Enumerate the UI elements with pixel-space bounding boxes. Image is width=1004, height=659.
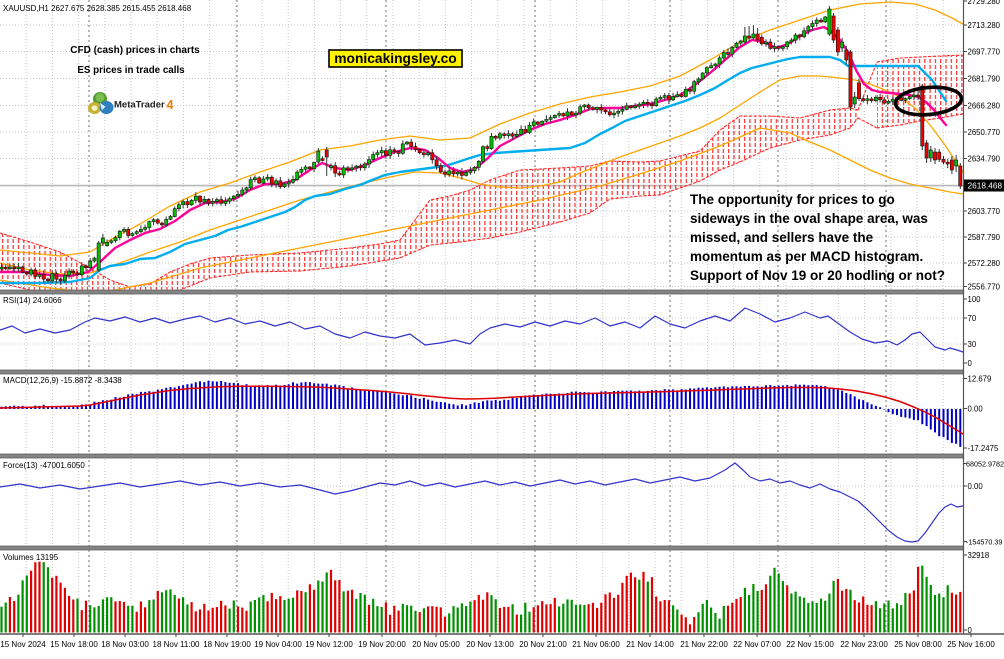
svg-text:21 Nov 14:00: 21 Nov 14:00 [626,640,674,649]
svg-text:68052.9782: 68052.9782 [966,459,1004,468]
svg-text:12.679: 12.679 [968,374,992,383]
svg-text:sideways in the oval shape are: sideways in the oval shape area, was [690,211,928,226]
svg-text:missed, and sellers have the: missed, and sellers have the [690,230,874,245]
svg-text:18 Nov 03:00: 18 Nov 03:00 [101,640,149,649]
svg-text:20 Nov 21:00: 20 Nov 21:00 [519,640,567,649]
svg-text:0.00: 0.00 [968,482,984,491]
svg-text:30: 30 [968,340,977,349]
svg-text:2650.770: 2650.770 [968,128,1001,137]
svg-text:15 Nov 2024: 15 Nov 2024 [0,640,46,649]
svg-text:MetaTrader: MetaTrader [114,100,165,111]
svg-text:MACD(12,26,9) -15.8872 -8.3438: MACD(12,26,9) -15.8872 -8.3438 [3,376,122,385]
svg-text:0.00: 0.00 [968,404,984,413]
svg-text:20 Nov 05:00: 20 Nov 05:00 [412,640,460,649]
svg-text:2603.770: 2603.770 [968,207,1001,216]
svg-text:18 Nov 19:00: 18 Nov 19:00 [203,640,251,649]
svg-text:70: 70 [968,314,977,323]
svg-text:21 Nov 22:00: 21 Nov 22:00 [680,640,728,649]
svg-text:32918: 32918 [968,551,990,560]
svg-text:2713.280: 2713.280 [968,21,1001,30]
svg-text:momentum as per MACD histogram: momentum as per MACD histogram. [690,249,923,264]
svg-text:22 Nov 15:00: 22 Nov 15:00 [786,640,834,649]
svg-text:0: 0 [968,626,973,635]
svg-text:Support of Nov 19 or 20 hodlin: Support of Nov 19 or 20 hodling or not? [690,268,945,283]
svg-text:2666.280: 2666.280 [968,101,1001,110]
svg-text:2618.468: 2618.468 [968,181,1003,191]
svg-text:2634.790: 2634.790 [968,154,1001,163]
svg-text:100: 100 [968,295,982,304]
svg-text:2697.770: 2697.770 [968,47,1001,56]
svg-text:2556.770: 2556.770 [968,282,1001,291]
svg-text:monicakingsley.co: monicakingsley.co [334,51,456,66]
svg-text:25 Nov 16:00: 25 Nov 16:00 [947,640,995,649]
svg-text:RSI(14) 24.6066: RSI(14) 24.6066 [3,296,62,305]
svg-text:-154570.39: -154570.39 [966,537,1002,546]
svg-text:ES prices in trade calls: ES prices in trade calls [77,65,185,76]
svg-text:19 Nov 04:00: 19 Nov 04:00 [254,640,302,649]
svg-text:21 Nov 06:00: 21 Nov 06:00 [572,640,620,649]
svg-text:XAUUSD,H1 2627.675 2628.385 26: XAUUSD,H1 2627.675 2628.385 2615.455 261… [3,4,192,13]
svg-text:19 Nov 20:00: 19 Nov 20:00 [358,640,406,649]
svg-text:25 Nov 08:00: 25 Nov 08:00 [894,640,942,649]
svg-text:2587.790: 2587.790 [968,233,1001,242]
svg-text:19 Nov 12:00: 19 Nov 12:00 [305,640,353,649]
svg-text:4: 4 [167,98,174,112]
svg-text:22 Nov 23:00: 22 Nov 23:00 [840,640,888,649]
svg-text:18 Nov 11:00: 18 Nov 11:00 [153,640,201,649]
svg-text:2572.280: 2572.280 [968,259,1001,268]
svg-text:-17.2475: -17.2475 [968,444,999,453]
svg-text:0: 0 [968,359,973,368]
svg-text:22 Nov 07:00: 22 Nov 07:00 [733,640,781,649]
svg-text:20 Nov 13:00: 20 Nov 13:00 [466,640,514,649]
svg-text:2681.790: 2681.790 [968,74,1001,83]
svg-text:Force(13) -47001.6050: Force(13) -47001.6050 [3,461,85,470]
svg-text:CFD (cash) prices in charts: CFD (cash) prices in charts [70,45,200,56]
svg-text:15 Nov 18:00: 15 Nov 18:00 [50,640,98,649]
svg-text:2729.280: 2729.280 [968,0,1001,6]
svg-text:The opportunity for prices to: The opportunity for prices to go [690,192,895,207]
svg-text:Volumes 13195: Volumes 13195 [3,553,59,562]
